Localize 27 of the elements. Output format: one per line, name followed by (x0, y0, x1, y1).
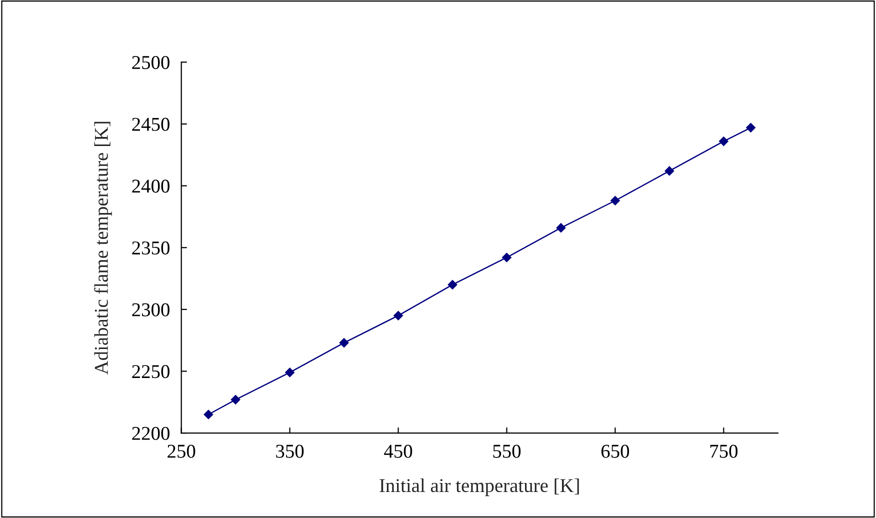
point (746, 123, 756, 132)
y-tick-label: 2250 (132, 365, 170, 378)
x-axis-title: Initial air temperature [K] (380, 478, 579, 496)
point (610, 196, 620, 206)
x-tick-label: 750 (710, 444, 738, 458)
point (448, 280, 458, 290)
point (719, 136, 728, 146)
point (394, 310, 403, 320)
point (502, 252, 512, 262)
y-tick-label: 2200 (132, 426, 170, 440)
y-tick-label: 2450 (132, 118, 170, 131)
y-tick-label: 2500 (132, 56, 170, 70)
x-tick-label: 650 (601, 444, 630, 458)
point (664, 166, 674, 176)
point (556, 223, 566, 232)
x-tick-label: 250 (168, 444, 196, 458)
x-tick-label: 550 (493, 444, 521, 458)
point (230, 395, 240, 404)
y-tick-label: 2350 (132, 241, 170, 255)
point (204, 410, 214, 420)
point (285, 368, 294, 378)
x-tick-label: 450 (384, 444, 412, 458)
x-tick-label: 350 (276, 444, 304, 458)
y-tick-label: 2300 (132, 303, 170, 316)
y-tick-label: 2400 (132, 180, 170, 193)
point (339, 338, 349, 348)
y-axis-title: Adiabatic flame temperature [K] (94, 122, 112, 375)
